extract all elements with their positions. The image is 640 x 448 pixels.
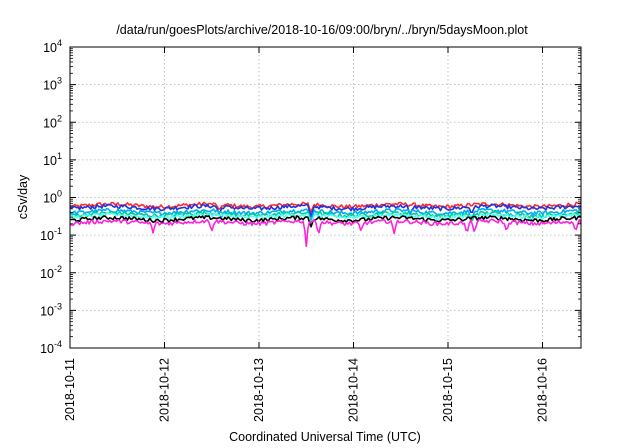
x-axis-label: Coordinated Universal Time (UTC): [229, 430, 421, 444]
y-tick-label: 10-2: [40, 264, 62, 281]
y-tick-label: 104: [43, 38, 62, 55]
y-axis: 10-4 10-3 10-2 10-1 100 101 102 103 104: [40, 38, 581, 356]
y-tick-label: 10-4: [40, 339, 62, 356]
x-tick-label: 2018-10-12: [158, 358, 172, 422]
grid-lines: [70, 47, 581, 348]
x-tick-label: 2018-10-13: [252, 358, 266, 422]
series-line-4: [69, 210, 582, 224]
y-tick-label: 101: [43, 151, 62, 168]
series-line-5: [69, 212, 582, 226]
series-line-6: [69, 215, 582, 228]
x-tick-label: 2018-10-14: [347, 358, 361, 422]
x-tick-label: 2018-10-15: [441, 358, 455, 422]
x-tick-label: 2018-10-16: [536, 358, 550, 422]
y-tick-label: 10-1: [40, 226, 62, 243]
x-axis: 2018-10-11 2018-10-12 2018-10-13 2018-10-14…: [63, 47, 550, 422]
y-axis-label: cSv/day: [16, 174, 30, 219]
x-tick-label: 2018-10-11: [63, 358, 77, 421]
series-line-7: [69, 218, 582, 248]
y-tick-label: 103: [43, 76, 62, 93]
series-lines: [69, 201, 582, 248]
y-tick-label: 102: [43, 113, 62, 130]
y-tick-label: 10-3: [40, 301, 62, 318]
y-tick-label: 100: [43, 189, 62, 206]
series-line-2: [69, 203, 582, 218]
chart-title: /data/run/goesPlots/archive/2018-10-16/0…: [116, 23, 528, 37]
